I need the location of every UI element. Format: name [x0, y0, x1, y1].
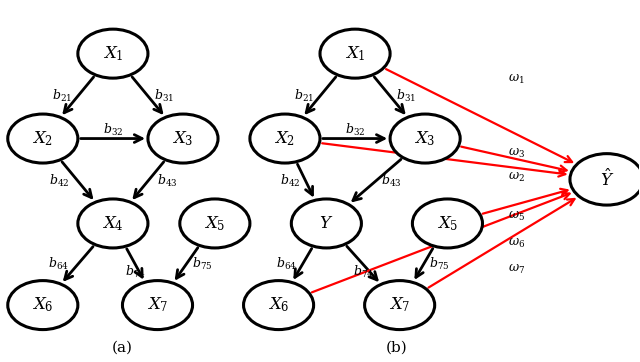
- Text: $b_{75}$: $b_{75}$: [192, 256, 212, 272]
- Text: $b_{42}$: $b_{42}$: [49, 173, 69, 189]
- Ellipse shape: [78, 199, 148, 248]
- Text: $b_{43}$: $b_{43}$: [157, 173, 177, 189]
- Ellipse shape: [8, 281, 78, 329]
- Text: $\hat{Y}$: $\hat{Y}$: [600, 169, 614, 190]
- Text: $X_2$: $X_2$: [275, 129, 296, 148]
- Text: (b): (b): [385, 341, 407, 354]
- Text: $X_4$: $X_4$: [102, 214, 124, 233]
- Ellipse shape: [291, 199, 362, 248]
- Text: $\omega_5$: $\omega_5$: [508, 210, 525, 223]
- Text: $b_{74}$: $b_{74}$: [353, 264, 373, 281]
- Text: $b_{64}$: $b_{64}$: [276, 256, 297, 272]
- Ellipse shape: [390, 114, 460, 163]
- Text: $X_2$: $X_2$: [32, 129, 53, 148]
- Text: $b_{75}$: $b_{75}$: [429, 256, 450, 272]
- Text: $\omega_7$: $\omega_7$: [508, 262, 525, 276]
- Text: $b_{21}$: $b_{21}$: [294, 88, 314, 104]
- Text: $X_1$: $X_1$: [102, 44, 124, 63]
- Text: $b_{43}$: $b_{43}$: [381, 173, 402, 189]
- Ellipse shape: [250, 114, 320, 163]
- Text: $X_6$: $X_6$: [268, 296, 289, 315]
- Text: $X_3$: $X_3$: [172, 129, 194, 148]
- Text: $X_7$: $X_7$: [147, 296, 168, 315]
- Text: $b_{31}$: $b_{31}$: [154, 88, 174, 104]
- Ellipse shape: [78, 29, 148, 78]
- Ellipse shape: [412, 199, 483, 248]
- Text: $b_{32}$: $b_{32}$: [103, 122, 123, 138]
- Text: $b_{74}$: $b_{74}$: [125, 264, 146, 281]
- Ellipse shape: [180, 199, 250, 248]
- Text: $X_3$: $X_3$: [415, 129, 436, 148]
- Ellipse shape: [244, 281, 314, 329]
- Text: $\omega_1$: $\omega_1$: [508, 73, 525, 86]
- Text: $\omega_6$: $\omega_6$: [508, 236, 525, 249]
- Text: $b_{64}$: $b_{64}$: [49, 256, 69, 272]
- Text: $X_7$: $X_7$: [389, 296, 410, 315]
- Text: $X_6$: $X_6$: [32, 296, 54, 315]
- Text: $b_{42}$: $b_{42}$: [280, 173, 300, 189]
- Ellipse shape: [365, 281, 435, 329]
- Text: $X_5$: $X_5$: [436, 214, 458, 233]
- Text: $b_{31}$: $b_{31}$: [396, 88, 416, 104]
- Text: $Y$: $Y$: [319, 215, 333, 232]
- Text: $\omega_2$: $\omega_2$: [508, 171, 525, 184]
- Text: $X_1$: $X_1$: [345, 44, 365, 63]
- Ellipse shape: [148, 114, 218, 163]
- Ellipse shape: [570, 153, 640, 205]
- Text: $b_{21}$: $b_{21}$: [52, 88, 72, 104]
- Text: $b_{32}$: $b_{32}$: [345, 122, 365, 138]
- Text: $\omega_3$: $\omega_3$: [508, 147, 525, 160]
- Ellipse shape: [320, 29, 390, 78]
- Ellipse shape: [122, 281, 193, 329]
- Text: (a): (a): [112, 341, 133, 354]
- Text: $X_5$: $X_5$: [204, 214, 225, 233]
- Ellipse shape: [8, 114, 78, 163]
